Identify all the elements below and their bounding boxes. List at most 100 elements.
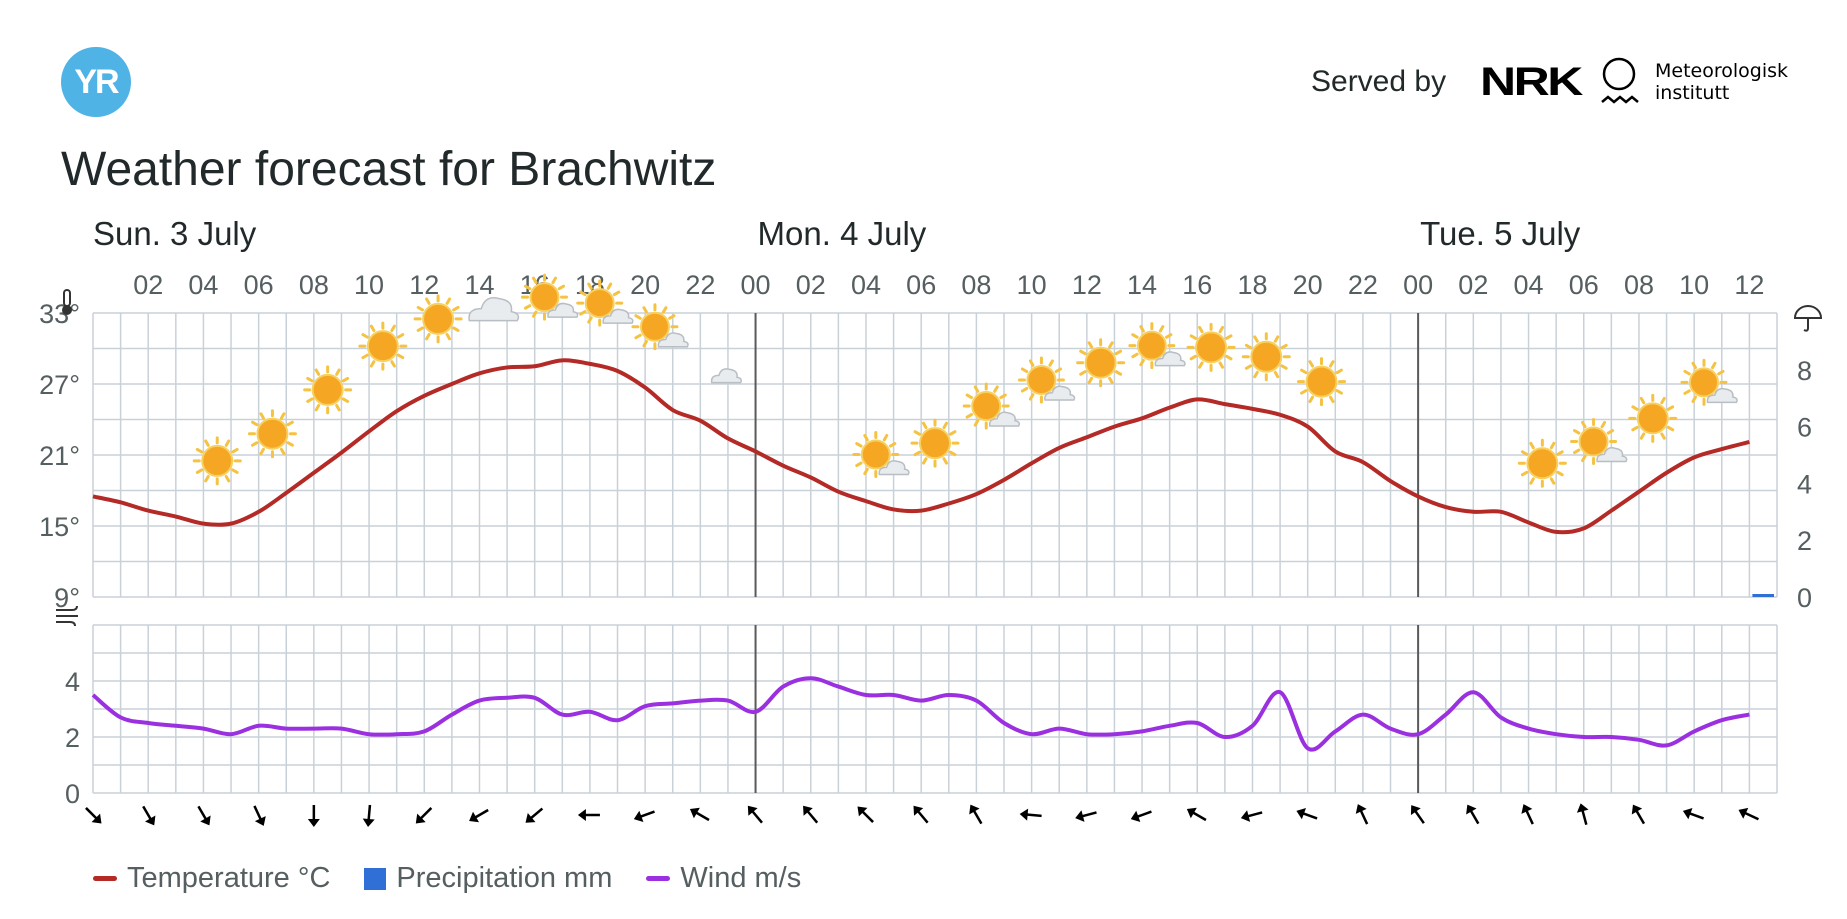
x-tick-label: 10: [1017, 270, 1047, 300]
wind-direction-arrow: [1186, 807, 1207, 822]
x-tick-label: 22: [1348, 270, 1378, 300]
weather-moon-icon: [758, 386, 774, 417]
weather-partly-cloudy-day-icon: [576, 279, 634, 327]
wind-direction-arrow: [1019, 808, 1042, 821]
wind-direction-arrow: [1682, 807, 1705, 820]
weather-partly-cloudy-night-icon: [698, 350, 742, 384]
y-tick-label-temperature: 15°: [39, 512, 80, 542]
wind-icon: [56, 605, 78, 627]
wind-direction-arrow: [913, 805, 929, 824]
wind-direction-arrow: [197, 805, 211, 826]
wind-direction-arrow: [1521, 804, 1534, 825]
y-tick-label-temperature: 27°: [39, 370, 80, 400]
y-tick-label-precipitation: 4: [1797, 469, 1812, 499]
y-tick-label-temperature: 9°: [54, 583, 80, 613]
wind-direction-arrow: [1240, 810, 1263, 822]
wind-direction-arrow: [142, 805, 156, 826]
page-title: Weather forecast for Brachwitz: [61, 143, 717, 196]
x-tick-label: 22: [685, 270, 715, 300]
wind-direction-arrow: [1130, 810, 1152, 823]
chart-legend: Temperature °C Precipitation mm Wind m/s: [93, 862, 835, 895]
legend-swatch-precipitation: [364, 867, 387, 890]
wind-line: [91, 676, 1750, 752]
weather-moon-icon: [151, 440, 167, 470]
wind-direction-arrow: [1296, 807, 1318, 820]
legend-item-precipitation: Precipitation mm: [364, 862, 612, 895]
weather-sun-icon: [1296, 357, 1346, 407]
weather-partly-cloudy-day-icon: [852, 431, 910, 479]
y-tick-label-precipitation: 2: [1797, 526, 1812, 556]
wind-direction-arrow: [857, 806, 874, 823]
legend-item-temperature: Temperature °C: [93, 862, 330, 895]
wind-direction-arrow: [633, 810, 655, 823]
x-tick-label: 00: [1403, 270, 1433, 300]
weather-sun-icon: [1241, 332, 1291, 382]
wind-direction-arrow: [1075, 810, 1097, 822]
met-name-line1: Meteorologisk: [1655, 60, 1789, 82]
legend-label-wind: Wind m/s: [680, 862, 802, 894]
wind-direction-arrow: [1410, 805, 1425, 824]
legend-label-temperature: Temperature °C: [127, 862, 331, 894]
wind-direction-arrow: [1466, 804, 1480, 825]
weather-sun-icon: [910, 418, 960, 468]
met-institute-icon[interactable]: [1598, 55, 1644, 111]
weather-sun-icon: [1517, 438, 1567, 488]
x-tick-label: 14: [464, 270, 494, 300]
wind-direction-arrow: [1738, 807, 1759, 821]
day-label: Mon. 4 July: [758, 215, 927, 252]
wind-direction-arrow: [969, 804, 983, 825]
umbrella-icon: [1793, 305, 1823, 332]
chart-grid: [92, 312, 1778, 794]
day-label: Sun. 3 July: [93, 215, 257, 252]
x-tick-label: 10: [1679, 270, 1709, 300]
wind-direction-arrow: [469, 808, 489, 823]
x-tick-label: 16: [520, 270, 550, 300]
weather-partly-cloudy-day-icon: [962, 382, 1021, 430]
weather-sun-icon: [1076, 338, 1126, 388]
yr-logo-text: YR: [74, 62, 119, 101]
y-tick-label-temperature: 33°: [39, 299, 80, 329]
weather-moon-icon: [813, 410, 829, 441]
x-tick-label: 12: [409, 270, 439, 300]
weather-sun-icon: [1186, 322, 1236, 372]
weather-partly-cloudy-day-icon: [1680, 358, 1738, 406]
day-label: Tue. 5 July: [1420, 215, 1581, 252]
x-tick-label: 18: [575, 270, 605, 300]
x-tick-label: 00: [741, 270, 771, 300]
met-name-line2: institutt: [1655, 82, 1730, 104]
weather-partly-cloudy-day-icon: [521, 273, 579, 321]
wind-direction-arrow: [253, 805, 266, 826]
x-tick-label: 20: [1293, 270, 1323, 300]
y-tick-label-precipitation: 0: [1797, 583, 1812, 613]
served-by-label: Served by: [1311, 65, 1447, 98]
wind-direction-arrow: [362, 804, 375, 827]
x-tick-label: 08: [1624, 270, 1654, 300]
wind-direction-arrow: [415, 807, 433, 824]
temperature-line: [92, 358, 1750, 535]
wind-direction-arrow: [1355, 804, 1369, 825]
x-tick-label: 12: [1734, 270, 1764, 300]
wind-direction-arrow: [1576, 803, 1589, 825]
x-tick-label: 06: [244, 270, 274, 300]
weather-partly-cloudy-day-icon: [1570, 418, 1628, 466]
weather-partly-cloudy-day-icon: [1128, 322, 1186, 370]
met-institute-name[interactable]: Meteorologisk institutt: [1655, 60, 1788, 104]
x-tick-label: 16: [1182, 270, 1212, 300]
x-tick-label: 12: [1072, 270, 1102, 300]
wind-direction-arrow: [1631, 804, 1646, 825]
weather-partly-cloudy-day-icon: [1017, 356, 1076, 404]
yr-logo[interactable]: YR: [61, 47, 131, 117]
wind-direction-arrow: [85, 807, 102, 824]
weather-sun-icon: [192, 436, 242, 486]
wind-direction-arrow: [689, 807, 710, 822]
nrk-logo[interactable]: NRK: [1480, 60, 1583, 104]
weather-moon-icon: [1365, 398, 1381, 429]
x-tick-label: 02: [796, 270, 826, 300]
y-tick-label-temperature: 21°: [39, 441, 80, 471]
x-tick-label: 04: [851, 270, 881, 300]
x-tick-label: 02: [133, 270, 163, 300]
x-tick-label: 18: [1237, 270, 1267, 300]
weather-sun-icon: [358, 321, 408, 371]
x-tick-label: 04: [188, 270, 218, 300]
x-tick-label: 04: [1514, 270, 1544, 300]
